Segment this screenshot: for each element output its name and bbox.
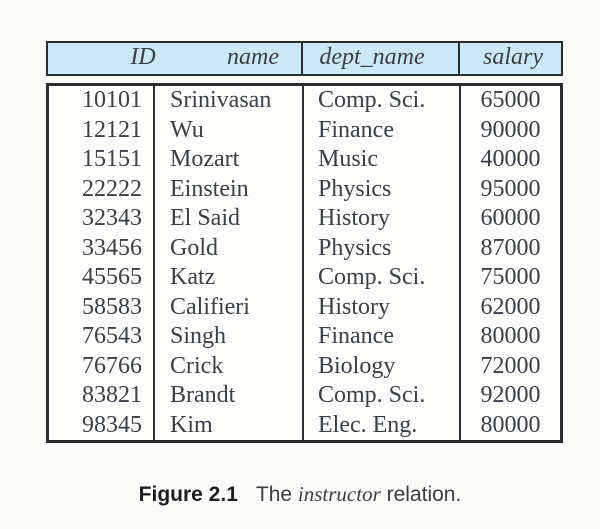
cell-id: 32343 — [82, 205, 142, 232]
column-header-salary: salary — [483, 43, 543, 70]
cell-id: 83821 — [82, 382, 142, 409]
caption-text-after: relation. — [386, 483, 462, 506]
cell-salary: 60000 — [459, 204, 560, 234]
cell-dept-name: Comp. Sci. — [302, 381, 459, 411]
table-row: 32343 El Said History 60000 — [49, 204, 560, 234]
cell-dept-name: History — [302, 204, 459, 234]
table-row: 12121 Wu Finance 90000 — [49, 115, 560, 145]
table-row: 33456 Gold Physics 87000 — [49, 233, 560, 263]
cell-id: 76543 — [82, 323, 142, 350]
table-row: 76543 Singh Finance 80000 — [49, 322, 560, 352]
table-row: 22222 Einstein Physics 95000 — [49, 174, 560, 204]
cell-name: Kim — [153, 410, 302, 440]
cell-salary: 62000 — [459, 292, 560, 322]
cell-dept-name: Finance — [302, 322, 459, 352]
cell-dept-name: Music — [302, 145, 459, 175]
cell-salary: 40000 — [459, 145, 560, 175]
header-divider — [458, 43, 460, 74]
cell-salary: 87000 — [459, 233, 560, 263]
table-header: ID name dept_name salary — [46, 41, 563, 76]
cell-dept-name: History — [302, 292, 459, 322]
table-row: 76766 Crick Biology 72000 — [49, 351, 560, 381]
cell-dept-name: Finance — [302, 115, 459, 145]
figure-caption: Figure 2.1 The instructor relation. — [0, 482, 600, 507]
cell-name: Califieri — [153, 292, 302, 322]
cell-id: 12121 — [82, 116, 142, 143]
cell-id: 15151 — [82, 146, 142, 173]
cell-dept-name: Comp. Sci. — [302, 263, 459, 293]
cell-name: Katz — [153, 263, 302, 293]
figure-caption-label: Figure 2.1 — [138, 483, 238, 506]
cell-salary: 95000 — [459, 174, 560, 204]
cell-id: 10101 — [82, 87, 142, 114]
cell-dept-name: Physics — [302, 174, 459, 204]
cell-name: El Said — [153, 204, 302, 234]
cell-name: Brandt — [153, 381, 302, 411]
cell-id: 33456 — [82, 234, 142, 261]
cell-salary: 75000 — [459, 263, 560, 293]
cell-salary: 72000 — [459, 351, 560, 381]
cell-name: Gold — [153, 233, 302, 263]
cell-id: 45565 — [82, 264, 142, 291]
cell-id: 76766 — [82, 352, 142, 379]
column-header-name: name — [227, 43, 279, 70]
cell-name: Crick — [153, 351, 302, 381]
cell-salary: 65000 — [459, 86, 560, 116]
table-row: 98345 Kim Elec. Eng. 80000 — [49, 410, 560, 440]
cell-dept-name: Biology — [302, 351, 459, 381]
caption-text-before: The — [255, 483, 293, 506]
table-row: 15151 Mozart Music 40000 — [49, 145, 560, 175]
table-row: 83821 Brandt Comp. Sci. 92000 — [49, 381, 560, 411]
cell-dept-name: Comp. Sci. — [302, 86, 459, 116]
caption-relation-name: instructor — [297, 482, 381, 506]
cell-id: 58583 — [82, 293, 142, 320]
cell-id: 22222 — [82, 175, 142, 202]
table-row: 45565 Katz Comp. Sci. 75000 — [49, 263, 560, 293]
cell-name: Singh — [153, 322, 302, 352]
cell-dept-name: Physics — [302, 233, 459, 263]
cell-salary: 80000 — [459, 322, 560, 352]
cell-salary: 80000 — [459, 410, 560, 440]
cell-salary: 92000 — [459, 381, 560, 411]
table-row: 10101 Srinivasan Comp. Sci. 65000 — [49, 86, 560, 116]
cell-name: Wu — [153, 115, 302, 145]
cell-name: Einstein — [153, 174, 302, 204]
cell-dept-name: Elec. Eng. — [302, 410, 459, 440]
table-row: 58583 Califieri History 62000 — [49, 292, 560, 322]
cell-name: Srinivasan — [153, 86, 302, 116]
cell-salary: 90000 — [459, 115, 560, 145]
cell-id: 98345 — [82, 411, 142, 438]
table-body: 10101 Srinivasan Comp. Sci. 65000 12121 Wu Fin… — [46, 83, 563, 443]
cell-name: Mozart — [153, 145, 302, 175]
header-divider — [301, 43, 303, 74]
figure-caption-text: The instructor relation. — [255, 482, 462, 506]
column-header-dept-name: dept_name — [319, 43, 425, 70]
column-header-id: ID — [130, 43, 156, 70]
